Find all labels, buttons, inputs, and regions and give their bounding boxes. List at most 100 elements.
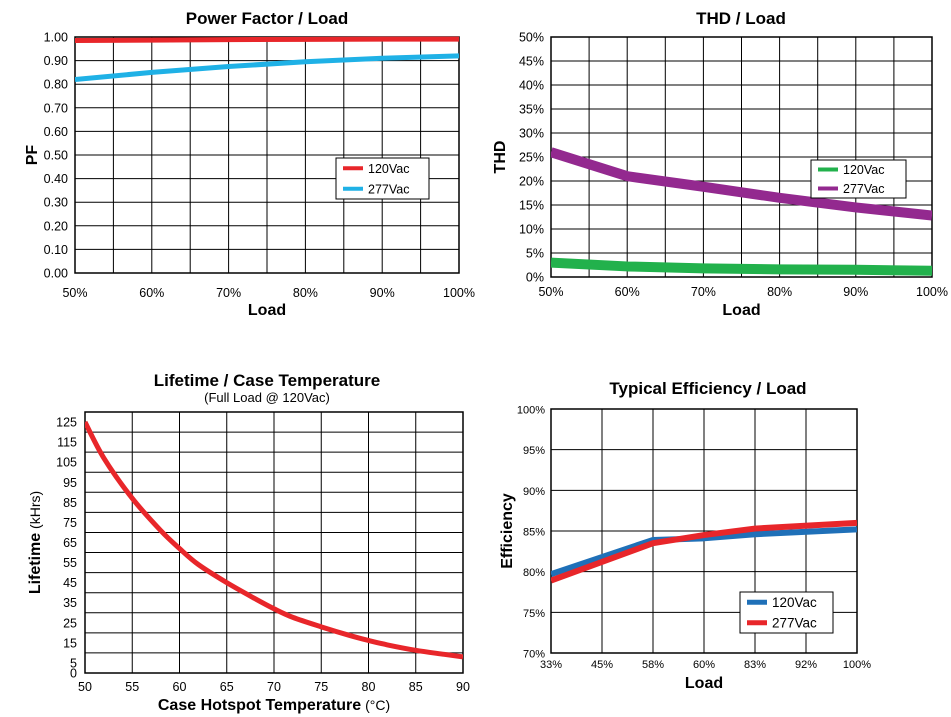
y-tick-label: 0.60 [44,125,68,139]
y-tick-label: 0.70 [44,101,68,115]
x-tick-label: 50% [62,286,87,300]
x-tick-label: 80% [293,286,318,300]
y-tick-label: 125 [56,416,77,430]
x-tick-label: 60% [615,285,640,299]
y-tick-label: 1.00 [44,31,68,45]
x-tick-label: 90% [843,285,868,299]
chart-1: Power Factor / Load 0.00 0.10 0.20 0.30 0.40 0… [24,9,475,319]
x-tick-label: 90% [370,286,395,300]
y-tick-label: 50% [519,31,544,45]
x-axis-label: Load [722,302,760,319]
chart-title: Power Factor / Load [186,9,348,28]
x-tick-label: 90 [456,680,470,694]
grid [550,36,933,278]
y-tick-label: 0% [526,271,544,285]
x-tick-label: 60% [693,659,715,671]
y-tick-label: 0.00 [44,267,68,281]
x-tick-label: 80 [362,680,376,694]
legend-label: 120Vac [368,162,409,176]
chart-title: Lifetime / Case Temperature [154,371,380,390]
y-tick-label: 30% [519,127,544,141]
x-tick-label: 70 [267,680,281,694]
y-tick-label: 95% [523,445,545,457]
y-tick-label: 115 [57,436,77,450]
y-tick-label: 0.90 [44,54,68,68]
series-line-277vac [551,147,932,221]
grid [84,411,464,674]
x-tick-label: 60 [173,680,187,694]
y-tick-label: 10% [519,223,544,237]
legend: 120Vac 277Vac [335,157,430,200]
x-tick-label: 65 [220,680,234,694]
y-tick-label: 75 [63,516,77,530]
x-tick-label: 75 [314,680,328,694]
x-tick-label: 83% [744,659,766,671]
y-tick-label: 25% [519,151,544,165]
y-tick-label: 45% [519,55,544,69]
x-tick-label: 100% [916,285,948,299]
legend-label: 277Vac [772,615,817,630]
x-tick-label: 33% [540,659,562,671]
legend: 120Vac 277Vac [810,159,907,199]
y-axis-label: PF [24,145,41,166]
legend-label: 120Vac [772,595,817,610]
y-axis-label: Efficiency [499,493,516,569]
legend-box [739,591,834,634]
y-axis-label: Lifetime (kHrs) [27,491,44,594]
x-tick-label: 85 [409,680,423,694]
x-tick-label: 80% [767,285,792,299]
y-tick-label: 15% [519,199,544,213]
x-tick-label: 60% [139,286,164,300]
x-axis-label: Case Hotspot Temperature (°C) [158,697,390,714]
plot-frame [84,411,464,674]
y-tick-label: 0 [70,667,77,681]
y-tick-label: 105 [56,456,77,470]
y-tick-label: 0.20 [44,219,68,233]
y-tick-label: 40% [519,79,544,93]
x-tick-label: 100% [843,659,871,671]
series-line-277vac [75,53,459,82]
y-tick-label: 85% [523,527,545,539]
y-tick-label: 70% [523,649,545,661]
y-tick-label: 45 [63,576,77,590]
y-tick-label: 25 [63,616,77,630]
y-tick-label: 0.10 [44,243,68,257]
y-tick-label: 15 [63,636,77,650]
y-tick-label: 55 [63,556,77,570]
chart-subtitle: (Full Load @ 120Vac) [204,390,330,405]
x-axis-label: Load [685,675,723,692]
y-tick-label: 35 [63,596,77,610]
legend-box [810,159,907,199]
x-tick-label: 55 [125,680,139,694]
x-tick-label: 58% [642,659,664,671]
chart-4: Typical Efficiency / Load 70% 75% 80% 85% 90%… [499,379,871,692]
series-line-120vac [75,36,459,44]
y-tick-label: 95 [63,476,77,490]
chart-3: Lifetime / Case Temperature(Full Load @ … [27,371,470,714]
x-tick-label: 70% [691,285,716,299]
x-tick-label: 45% [591,659,613,671]
y-tick-label: 0.40 [44,172,68,186]
x-tick-label: 92% [795,659,817,671]
y-tick-label: 80% [523,567,545,579]
y-tick-label: 90% [523,486,545,498]
legend-label: 120Vac [843,163,884,177]
y-tick-label: 65 [63,536,77,550]
y-tick-label: 5 [70,656,77,670]
chart-title: Typical Efficiency / Load [609,379,806,398]
y-tick-label: 75% [523,608,545,620]
y-axis-label: THD [492,141,509,174]
y-tick-label: 0.30 [44,196,68,210]
chart-title: THD / Load [696,9,786,28]
y-tick-label: 0.80 [44,78,68,92]
x-axis-label: Load [248,302,286,319]
x-tick-label: 100% [443,286,475,300]
y-tick-label: 5% [526,247,544,261]
y-tick-label: 20% [519,175,544,189]
legend-box [335,157,430,200]
chart-2: THD / Load 0% 5% 10% 15% 20% 25% 30% 35% 40% 45% 50… [492,9,948,319]
legend: 120Vac 277Vac [739,591,834,634]
x-tick-label: 50 [78,680,92,694]
y-tick-label: 85 [63,496,77,510]
